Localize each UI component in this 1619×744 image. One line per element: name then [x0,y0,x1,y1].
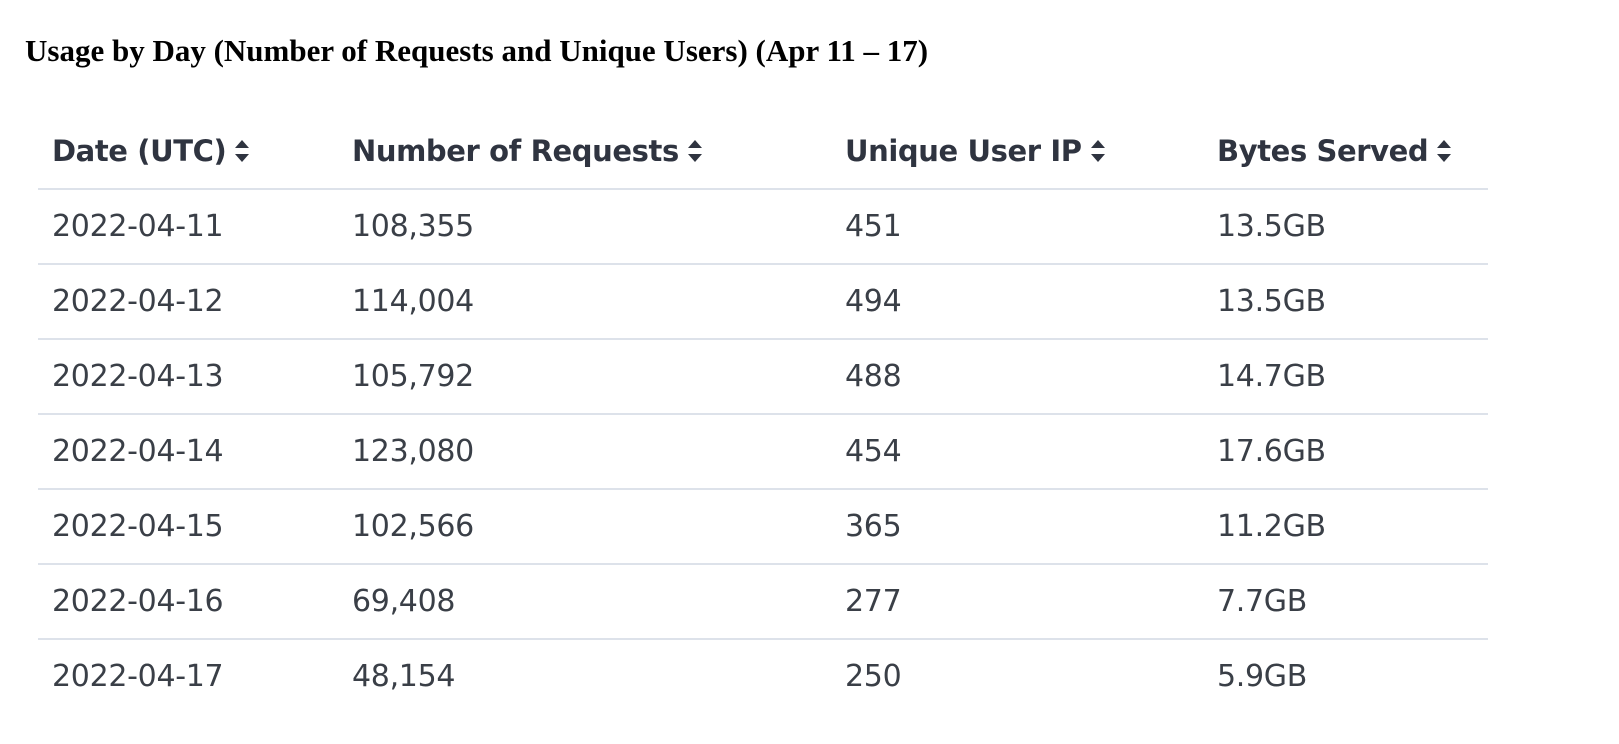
cell-bytes-served: 14.7GB [1203,339,1488,415]
cell-unique-user-ip: 451 [831,189,1203,265]
usage-table-container: Date (UTC) Number of Requests Unique Use… [38,114,1488,713]
cell-bytes-served: 11.2GB [1203,489,1488,565]
column-header-label: Number of Requests [352,134,679,168]
cell-unique-user-ip: 454 [831,414,1203,490]
sort-updown-icon[interactable] [1435,138,1453,164]
cell-bytes-served: 17.6GB [1203,414,1488,490]
column-header-label: Unique User IP [845,134,1082,168]
cell-bytes-served: 13.5GB [1203,189,1488,265]
sort-updown-icon[interactable] [1089,138,1107,164]
cell-bytes-served: 13.5GB [1203,264,1488,340]
cell-bytes-served: 7.7GB [1203,564,1488,640]
cell-date: 2022-04-16 [38,564,338,640]
cell-bytes-served: 5.9GB [1217,659,1308,694]
cell-requests: 69,408 [338,564,831,640]
table-row: 2022-04-13 105,792 488 14.7GB [38,339,1488,415]
sort-updown-icon[interactable] [686,138,704,164]
table-row: 2022-04-12 114,004 494 13.5GB [38,264,1488,340]
column-header-bytes-served[interactable]: Bytes Served [1203,114,1488,190]
cell-requests: 105,792 [338,339,831,415]
column-header-label: Date (UTC) [52,134,227,168]
page-title: Usage by Day (Number of Requests and Uni… [25,33,929,68]
column-header-unique-user-ip[interactable]: Unique User IP [831,114,1203,190]
cell-requests: 102,566 [338,489,831,565]
usage-table: Date (UTC) Number of Requests Unique Use… [38,114,1488,713]
cell-date: 2022-04-17 [52,659,224,694]
table-row: 2022-04-11 108,355 451 13.5GB [38,189,1488,265]
column-header-requests[interactable]: Number of Requests [338,114,831,190]
cell-requests: 114,004 [338,264,831,340]
cell-date: 2022-04-13 [38,339,338,415]
cell-unique-user-ip: 277 [831,564,1203,640]
table-row: 2022-04-15 102,566 365 11.2GB [38,489,1488,565]
cell-date: 2022-04-12 [38,264,338,340]
table-row: 2022-04-16 69,408 277 7.7GB [38,564,1488,640]
cell-unique-user-ip: 488 [831,339,1203,415]
cell-date: 2022-04-14 [38,414,338,490]
table-header-row: Date (UTC) Number of Requests Unique Use… [38,114,1488,190]
cell-requests: 48,154 [352,659,456,694]
column-header-label: Bytes Served [1217,134,1429,168]
table-row: 2022-04-17 48,154 250 5.9GB [38,639,1488,713]
cell-date: 2022-04-11 [38,189,338,265]
cell-requests: 108,355 [338,189,831,265]
cell-unique-user-ip: 250 [845,659,902,694]
cell-date: 2022-04-15 [38,489,338,565]
cell-unique-user-ip: 494 [831,264,1203,340]
cell-requests: 123,080 [338,414,831,490]
column-header-date[interactable]: Date (UTC) [38,114,338,190]
table-row: 2022-04-14 123,080 454 17.6GB [38,414,1488,490]
cell-unique-user-ip: 365 [831,489,1203,565]
sort-updown-icon[interactable] [233,138,251,164]
